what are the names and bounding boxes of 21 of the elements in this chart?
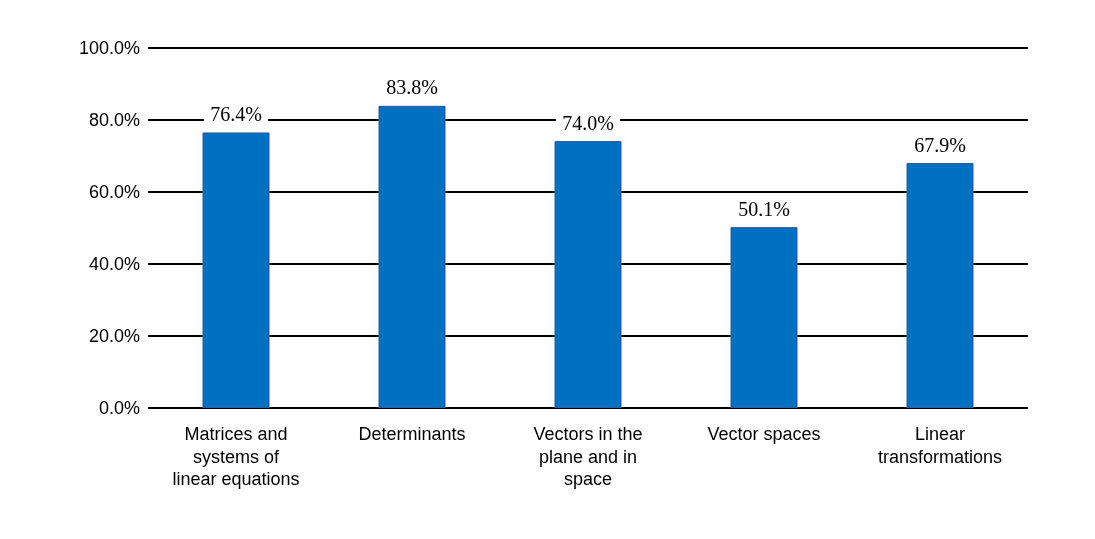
y-tick-label: 20.0% <box>88 326 140 347</box>
x-tick-label: Vectors in the plane and in space <box>533 424 643 490</box>
data-label: 76.4% <box>210 102 262 125</box>
data-label: 83.8% <box>386 76 438 99</box>
bar <box>202 132 270 408</box>
bar <box>554 141 622 408</box>
x-tick-label: Linear transformations <box>877 424 1003 467</box>
x-tick-label: Matrices and systems of linear equations <box>172 424 300 490</box>
bar <box>906 163 974 408</box>
y-tick-label: 40.0% <box>88 254 140 275</box>
data-label: 50.1% <box>738 197 790 220</box>
y-tick-label: 80.0% <box>88 110 140 131</box>
bar <box>378 105 446 408</box>
y-tick-label: 100.0% <box>78 38 140 59</box>
x-tick-label: Determinants <box>358 424 466 445</box>
x-tick-label: Vector spaces <box>707 424 821 445</box>
y-tick-label: 60.0% <box>88 182 140 203</box>
data-label: 74.0% <box>562 111 614 134</box>
y-tick-label: 0.0% <box>98 398 140 419</box>
bar <box>730 227 798 408</box>
data-label: 67.9% <box>914 133 966 156</box>
